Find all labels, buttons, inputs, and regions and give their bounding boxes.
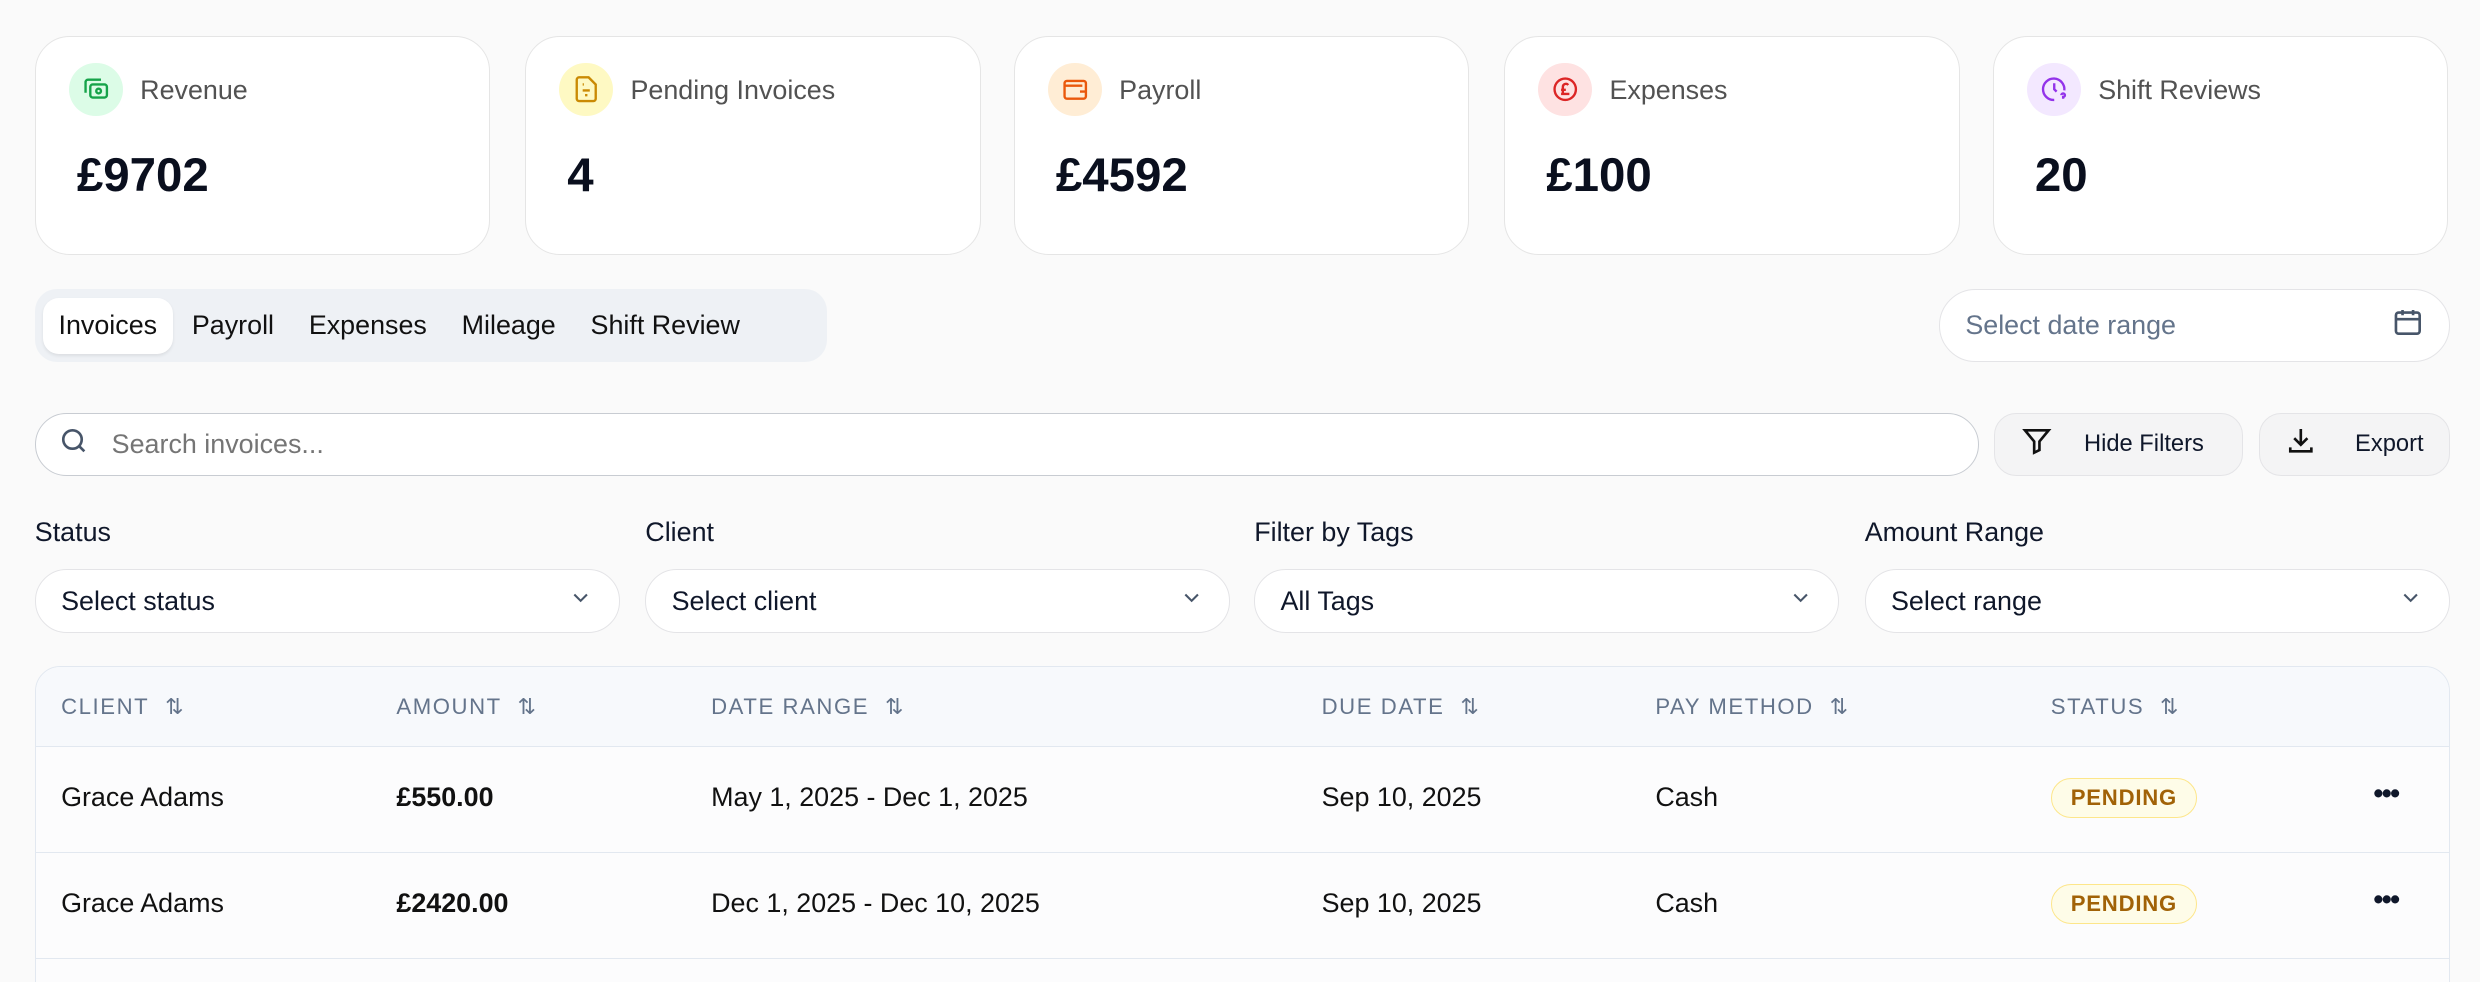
column-label: STATUS xyxy=(2050,693,2145,719)
stat-value: 20 xyxy=(2034,149,2088,203)
table-row[interactable]: Grace Adams £2420.00 Dec 1, 2025 - Dec 1… xyxy=(35,852,2449,959)
more-actions-icon[interactable]: ••• xyxy=(2373,777,2400,810)
tab-payroll[interactable]: Payroll xyxy=(191,310,275,341)
tags-filter-label: Filter by Tags xyxy=(1254,517,1414,548)
stat-label: Revenue xyxy=(140,75,248,106)
invoices-table: CLIENT ⇅ AMOUNT ⇅ DATE RANGE ⇅ DUE DATE ⇅ PA… xyxy=(34,665,2450,982)
stat-value: £9702 xyxy=(76,149,209,203)
date-range-cell: May 1, 2025 - Dec 1, 2025 xyxy=(711,782,1028,813)
more-actions-icon[interactable]: ••• xyxy=(2373,883,2400,916)
tab-shift-review[interactable]: Shift Review xyxy=(590,310,740,341)
date-range-picker[interactable]: Select date range xyxy=(1939,289,2450,363)
banknote-icon xyxy=(68,62,123,117)
stat-card-shift-reviews: Shift Reviews 20 xyxy=(1992,36,2449,255)
column-header-date-range[interactable]: DATE RANGE ⇅ xyxy=(711,694,905,720)
tags-select-value: All Tags xyxy=(1280,585,1375,616)
sort-icon: ⇅ xyxy=(2160,693,2181,719)
calendar-icon xyxy=(2392,306,2424,345)
due-date-cell: Sep 10, 2025 xyxy=(1321,888,1482,919)
sort-icon: ⇅ xyxy=(1460,693,1481,719)
amount-filter-label: Amount Range xyxy=(1864,517,2044,548)
wallet-icon xyxy=(1048,62,1102,117)
sort-icon: ⇅ xyxy=(884,693,906,719)
search-icon xyxy=(58,425,90,464)
amount-range-select[interactable]: Select range xyxy=(1864,569,2450,633)
column-header-client[interactable]: CLIENT ⇅ xyxy=(61,694,185,720)
download-icon xyxy=(2285,425,2317,464)
pay-method-cell: Cash xyxy=(1655,782,1719,813)
stat-label: Payroll xyxy=(1119,75,1202,106)
due-date-cell: Sep 10, 2025 xyxy=(1321,782,1482,813)
status-badge: PENDING xyxy=(2050,883,2198,925)
amount-select-value: Select range xyxy=(1891,585,2042,616)
chevron-down-icon xyxy=(568,585,593,617)
table-row[interactable]: Grace Adams £550.00 May 1, 2025 - Dec 1,… xyxy=(35,746,2449,853)
status-select-value: Select status xyxy=(61,585,215,616)
amount-cell: £2420.00 xyxy=(396,888,509,919)
tab-mileage[interactable]: Mileage xyxy=(461,310,556,341)
search-field[interactable] xyxy=(34,412,1979,477)
file-invoice-icon xyxy=(559,62,614,117)
column-header-amount[interactable]: AMOUNT ⇅ xyxy=(396,694,537,720)
status-badge: PENDING xyxy=(2050,777,2198,819)
chevron-down-icon xyxy=(1179,585,1204,617)
pay-method-cell: Cash xyxy=(1655,888,1719,919)
sort-icon: ⇅ xyxy=(165,693,186,719)
column-label: CLIENT xyxy=(61,693,150,719)
search-input[interactable] xyxy=(108,427,1956,462)
column-header-due-date[interactable]: DUE DATE ⇅ xyxy=(1322,694,1481,720)
clock-question-icon xyxy=(2027,62,2081,117)
stat-value: 4 xyxy=(567,149,594,203)
column-header-pay-method[interactable]: PAY METHOD ⇅ xyxy=(1655,694,1849,720)
stat-label: Shift Reviews xyxy=(2098,75,2261,106)
stat-card-revenue: Revenue £9702 xyxy=(34,36,491,255)
chevron-down-icon xyxy=(1788,585,1813,617)
column-label: AMOUNT xyxy=(396,693,502,719)
stat-value: £4592 xyxy=(1055,149,1188,203)
tab-bar: Invoices Payroll Expenses Mileage Shift … xyxy=(34,289,828,363)
date-range-placeholder: Select date range xyxy=(1965,310,2176,341)
hide-filters-button[interactable]: Hide Filters xyxy=(1994,412,2243,477)
sort-icon: ⇅ xyxy=(1829,693,1850,719)
column-label: PAY METHOD xyxy=(1655,693,1814,719)
hide-filters-label: Hide Filters xyxy=(2083,430,2204,457)
client-select-value: Select client xyxy=(671,585,817,616)
column-label: DUE DATE xyxy=(1321,693,1445,719)
stat-value: £100 xyxy=(1546,149,1652,203)
tab-invoices[interactable]: Invoices xyxy=(42,297,173,354)
export-button[interactable]: Export xyxy=(2258,412,2450,477)
client-select[interactable]: Select client xyxy=(645,569,1231,633)
export-label: Export xyxy=(2355,430,2424,457)
column-label: DATE RANGE xyxy=(711,693,870,719)
column-header-status[interactable]: STATUS ⇅ xyxy=(2051,694,2180,720)
tab-expenses[interactable]: Expenses xyxy=(308,310,427,341)
stat-label: Expenses xyxy=(1609,75,1728,106)
status-filter-label: Status xyxy=(34,517,111,548)
stat-card-expenses: Expenses £100 xyxy=(1504,36,1960,255)
table-header: CLIENT ⇅ AMOUNT ⇅ DATE RANGE ⇅ DUE DATE ⇅ PA… xyxy=(35,666,2449,747)
client-cell: Grace Adams xyxy=(61,888,224,919)
client-filter-label: Client xyxy=(645,517,714,548)
tags-select[interactable]: All Tags xyxy=(1254,569,1840,633)
filter-icon xyxy=(2021,425,2053,464)
amount-cell: £550.00 xyxy=(396,782,494,813)
stat-card-pending-invoices: Pending Invoices 4 xyxy=(525,36,981,255)
chevron-down-icon xyxy=(2398,585,2423,617)
date-range-cell: Dec 1, 2025 - Dec 10, 2025 xyxy=(711,888,1040,919)
client-cell: Grace Adams xyxy=(61,782,224,813)
status-select[interactable]: Select status xyxy=(34,569,620,633)
stat-card-payroll: Payroll £4592 xyxy=(1013,36,1470,255)
pound-circle-icon xyxy=(1538,62,1593,117)
stat-label: Pending Invoices xyxy=(630,75,836,106)
sort-icon: ⇅ xyxy=(517,693,538,719)
